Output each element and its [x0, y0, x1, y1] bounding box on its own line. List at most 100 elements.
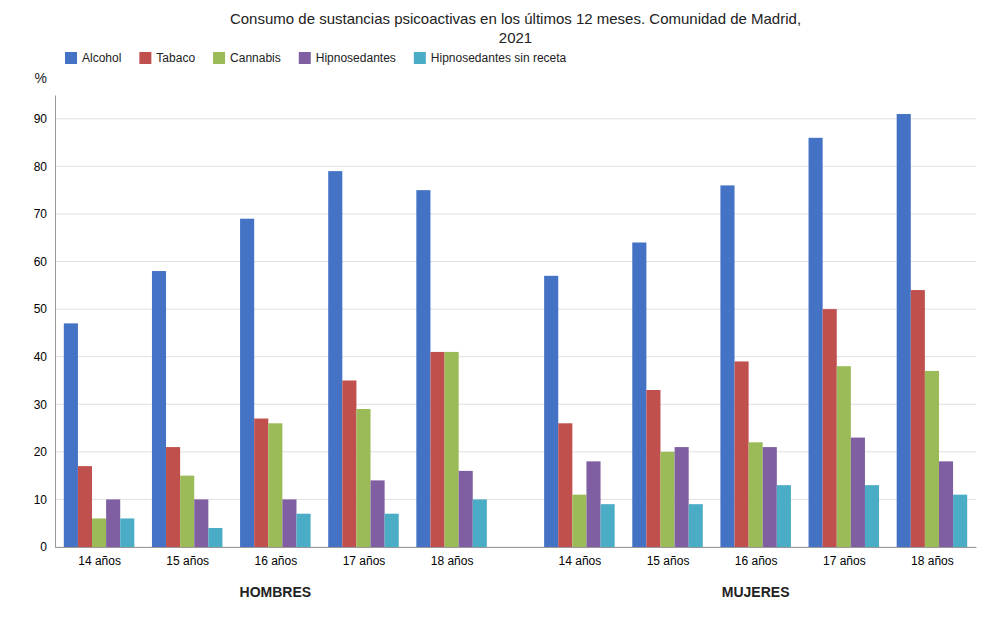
x-tick-label: 17 años [823, 554, 866, 568]
x-tick: 17 años [343, 547, 386, 568]
bars [64, 114, 967, 547]
y-tick: 70 [34, 207, 55, 221]
bar [823, 309, 837, 547]
bar [939, 461, 953, 547]
bar [911, 290, 925, 547]
legend: Alcohol Tabaco Cannabis Hipnosedantes Hipnos… [65, 51, 567, 65]
y-axis: 0102030405060708090 [34, 96, 56, 555]
x-tick-label: 18 años [431, 554, 474, 568]
y-tick: 90 [34, 112, 55, 126]
y-tick: 30 [34, 398, 55, 412]
legend-label: Tabaco [156, 51, 195, 65]
y-tick: 0 [40, 540, 55, 554]
legend-swatch [299, 52, 311, 64]
legend-item: Hipnosedantes [299, 51, 396, 65]
y-tick: 10 [34, 493, 55, 507]
x-tick-label: 14 años [559, 554, 602, 568]
grid-line [55, 166, 976, 167]
bar [601, 504, 615, 547]
y-tick-label: 0 [40, 540, 47, 554]
grid-line [55, 356, 976, 357]
bar-series [106, 438, 953, 547]
y-axis-line [55, 96, 56, 548]
x-tick-label: 15 años [166, 554, 209, 568]
bar [473, 499, 487, 547]
plot: 010203040506070809014 años15 años16 años… [34, 96, 977, 601]
bar [180, 476, 194, 547]
bar [240, 219, 254, 547]
bar [735, 361, 749, 547]
y-tick-label: 30 [34, 398, 48, 412]
bar [897, 114, 911, 547]
bar [282, 499, 296, 547]
y-tick: 40 [34, 350, 55, 364]
bar [64, 323, 78, 547]
x-tick: 15 años [647, 547, 690, 568]
bar [166, 447, 180, 547]
x-tick-label: 15 años [647, 554, 690, 568]
bar [660, 452, 674, 547]
bar [586, 461, 600, 547]
bar [120, 518, 134, 547]
bar [809, 138, 823, 547]
legend-swatch [139, 52, 151, 64]
x-tick-label: 16 años [735, 554, 778, 568]
bar [371, 480, 385, 547]
annotation: MUJERES [722, 584, 790, 600]
y-tick-label: 80 [34, 160, 48, 174]
bar [953, 495, 967, 547]
legend-item: Alcohol [65, 51, 121, 65]
bar [646, 390, 660, 547]
x-tick-label: 14 años [78, 554, 121, 568]
bar-series [92, 352, 939, 547]
y-tick-label: 40 [34, 350, 48, 364]
bar [78, 466, 92, 547]
grid-line [55, 213, 976, 214]
y-tick-label: 60 [34, 255, 48, 269]
bar [254, 419, 268, 547]
grid-line [55, 261, 976, 262]
bar [342, 380, 356, 547]
y-axis-title: % [35, 70, 47, 86]
annotation: HOMBRES [240, 584, 312, 600]
bar [296, 514, 310, 547]
legend-label: Alcohol [82, 51, 121, 65]
bar [851, 438, 865, 547]
legend-swatch [213, 52, 225, 64]
bar [356, 409, 370, 547]
bar [459, 471, 473, 547]
bar [925, 371, 939, 547]
chart: 010203040506070809014 años15 años16 años… [0, 0, 996, 625]
x-axis: 14 años 15 años 16 años 17 años 18 años 14 añ… [56, 547, 977, 568]
bar [837, 366, 851, 547]
legend-label: Hipnosedantes sin receta [431, 51, 567, 65]
y-tick-label: 90 [34, 112, 48, 126]
bar [416, 190, 430, 547]
bar [763, 447, 777, 547]
legend-item: Cannabis [213, 51, 281, 65]
bar [749, 442, 763, 547]
bar [194, 499, 208, 547]
x-tick-label: 17 años [343, 554, 386, 568]
x-tick: 16 años [735, 547, 778, 568]
x-tick-label: 16 años [254, 554, 297, 568]
title: Consumo de sustancias psicoactivas en lo… [230, 10, 801, 46]
x-tick: 17 años [823, 547, 866, 568]
grid-line [55, 309, 976, 310]
bar [268, 423, 282, 547]
bar [328, 171, 342, 547]
legend-swatch [65, 52, 77, 64]
x-axis-line [56, 547, 977, 548]
bar-series [64, 114, 911, 547]
x-tick: 18 años [911, 547, 954, 568]
bar [106, 499, 120, 547]
y-tick-label: 70 [34, 207, 48, 221]
bar [430, 352, 444, 547]
legend-swatch [414, 52, 426, 64]
x-tick: 18 años [431, 547, 474, 568]
legend-label: Hipnosedantes [316, 51, 396, 65]
x-tick: 16 años [254, 547, 297, 568]
x-tick-label: 18 años [911, 554, 954, 568]
bar [865, 485, 879, 547]
y-tick-label: 10 [34, 493, 48, 507]
